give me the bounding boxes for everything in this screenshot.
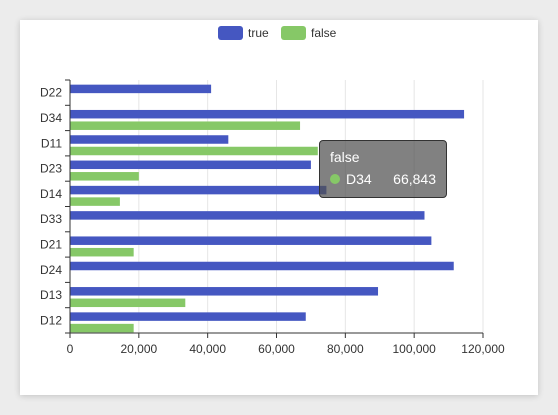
bar-false-d23[interactable] — [70, 172, 139, 181]
x-tick-label: 80,000 — [327, 342, 364, 356]
axes: 0 20,000 40,000 60,000 80,000 100,000 120,000 D… — [40, 79, 505, 356]
x-tick-label: 100,000 — [392, 342, 436, 356]
bar-true-d33[interactable] — [70, 211, 425, 220]
legend-label-false[interactable]: false — [311, 26, 337, 40]
y-tick-label: D24 — [40, 263, 62, 277]
tooltip: false D34 66,843 — [319, 140, 447, 198]
bars — [70, 84, 465, 333]
legend-label-true[interactable]: true — [248, 26, 269, 40]
legend-swatch-true[interactable] — [218, 26, 243, 40]
bar-true-d24[interactable] — [70, 261, 454, 271]
x-tick-label: 0 — [67, 342, 74, 356]
legend[interactable]: true false — [218, 26, 337, 40]
y-tick-label: D33 — [40, 212, 62, 226]
y-tick-label: D23 — [40, 162, 62, 176]
bar-false-d21[interactable] — [70, 247, 134, 257]
y-tick-label: D21 — [40, 237, 62, 251]
y-tick-label: D22 — [40, 86, 62, 100]
tooltip-series: false — [330, 149, 360, 165]
bar-true-d22[interactable] — [70, 84, 212, 94]
bar-true-d21[interactable] — [70, 236, 432, 245]
bar-true-d13[interactable] — [70, 287, 379, 296]
x-tick-label: 120,000 — [461, 342, 505, 356]
y-tick-label: D14 — [40, 187, 62, 201]
y-tick-label: D34 — [40, 111, 62, 125]
bar-true-d11[interactable] — [70, 135, 229, 144]
bar-true-d34[interactable] — [70, 109, 465, 119]
bar-true-d12[interactable] — [70, 312, 306, 321]
y-tick-label: D12 — [40, 313, 62, 327]
bar-false-d12[interactable] — [70, 323, 134, 333]
bar-false-d34[interactable] — [70, 121, 301, 130]
y-tick-label: D11 — [41, 136, 62, 150]
x-tick-label: 40,000 — [189, 342, 226, 356]
tooltip-marker — [330, 174, 340, 184]
bar-false-d11[interactable] — [70, 146, 318, 156]
legend-swatch-false[interactable] — [281, 26, 306, 40]
bar-true-d23[interactable] — [70, 160, 311, 170]
x-tick-label: 60,000 — [258, 342, 295, 356]
bar-false-d13[interactable] — [70, 298, 186, 308]
y-tick-label: D13 — [40, 288, 62, 302]
tooltip-value: 66,843 — [393, 171, 436, 187]
tooltip-row: D34 66,843 — [330, 171, 436, 187]
bar-true-d14[interactable] — [70, 185, 327, 195]
tooltip-category: D34 — [346, 171, 372, 187]
bar-false-d14[interactable] — [70, 197, 120, 206]
x-tick-label: 20,000 — [120, 342, 157, 356]
